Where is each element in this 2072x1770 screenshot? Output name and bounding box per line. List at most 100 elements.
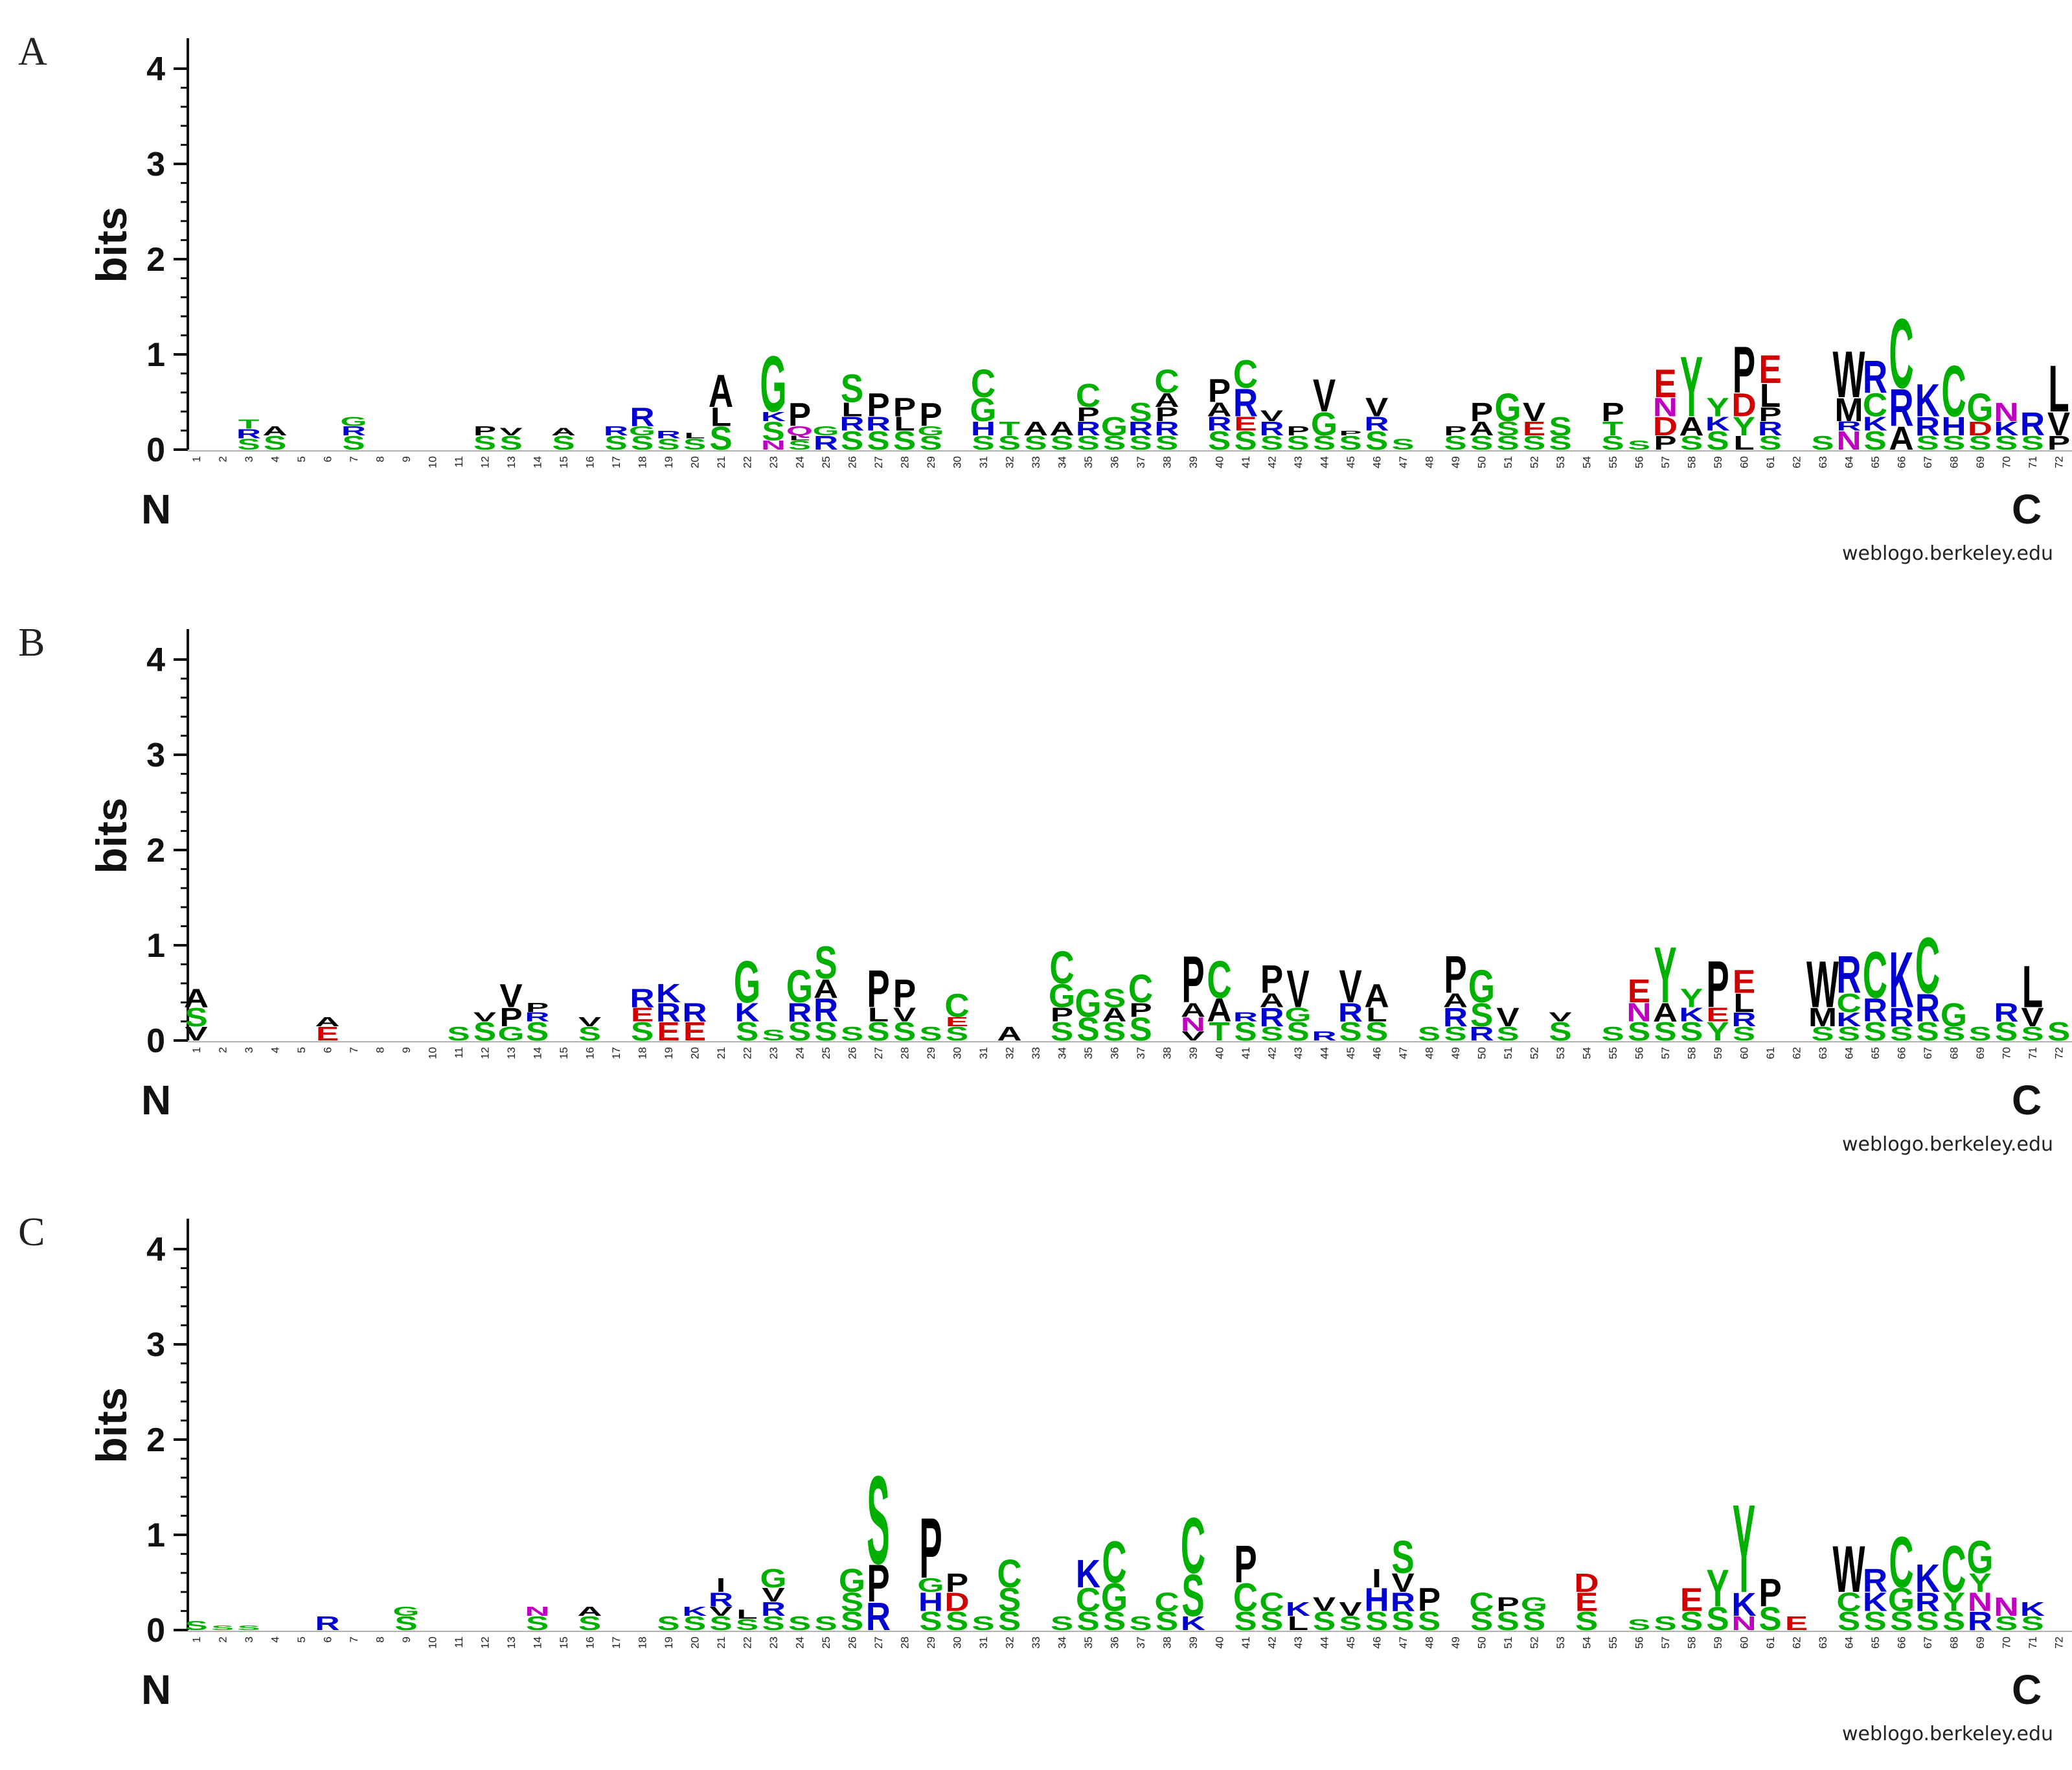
x-tick-label: 39: [1187, 456, 1200, 468]
x-tick-label: 21: [715, 456, 727, 468]
logo-letter: S: [683, 435, 706, 453]
x-tick-label: 37: [1135, 1047, 1147, 1059]
logo-letter: S: [788, 438, 811, 453]
logo-letter: S: [1208, 426, 1231, 456]
logo-letter: S: [1916, 1607, 1939, 1637]
logo-letter: S: [1391, 1532, 1414, 1583]
logo-letter: S: [1706, 426, 1729, 456]
logo-letter: S: [578, 1023, 601, 1045]
logo-letter: P: [1601, 398, 1624, 428]
y-tick-label: 2: [146, 241, 165, 279]
logo-letter: R: [1154, 418, 1179, 440]
x-tick-label: 5: [295, 1637, 308, 1642]
logo-letter: S: [1234, 1017, 1257, 1047]
logo-letter: R: [1994, 998, 2018, 1028]
logo-letter: N: [1994, 1592, 2018, 1622]
logo-letter: P: [867, 387, 889, 424]
logo-letter: H: [971, 418, 996, 440]
x-tick-label: 8: [374, 456, 387, 462]
logo-letter: S: [1051, 1613, 1073, 1635]
logo-letter: K: [682, 1604, 707, 1619]
logo-letter: L: [1733, 989, 1754, 1018]
y-tick-label: 1: [146, 1517, 165, 1554]
logo-letter: E: [631, 1004, 654, 1026]
y-tick-label: 3: [146, 737, 165, 774]
logo-letter: E: [1733, 963, 1755, 1000]
logo-letter: A: [1181, 999, 1205, 1021]
x-tick-label: 24: [794, 1637, 806, 1649]
logo-letter: V: [1260, 407, 1284, 424]
c-terminus-label: C: [2012, 486, 2042, 533]
logo-letter: W: [1833, 1533, 1865, 1607]
logo-letter: L: [684, 431, 705, 441]
logo-letter: C: [944, 987, 969, 1024]
x-tick-label: 1: [190, 456, 203, 462]
x-tick-label: 42: [1266, 1637, 1279, 1649]
logo-letter: R: [1207, 413, 1231, 435]
logo-letter: R: [1469, 1023, 1494, 1045]
x-tick-label: 4: [269, 1637, 282, 1642]
x-tick-label: 10: [427, 1637, 439, 1649]
logo-letter: S: [1444, 1023, 1466, 1045]
logo-letter: S: [1129, 1613, 1152, 1635]
logo-letter: T: [1602, 418, 1623, 440]
x-tick-label: 2: [217, 1047, 229, 1053]
logo-letter: C: [1207, 950, 1231, 1009]
logo-letter: S: [1942, 1023, 1965, 1045]
logo-letter: P: [1286, 424, 1309, 439]
x-tick-label: 21: [715, 1637, 727, 1649]
logo-letter: K: [1076, 1552, 1100, 1596]
logo-letter: S: [1234, 426, 1257, 456]
logo-letter: Q: [786, 424, 813, 439]
y-axis-label: bits: [87, 798, 135, 873]
logo-letter: S: [1365, 1017, 1388, 1047]
logo-letter: R: [1889, 1003, 1913, 1033]
x-tick-label: 48: [1424, 456, 1436, 468]
logo-letter: V: [1523, 398, 1546, 428]
logo-letter: G: [734, 948, 760, 1015]
y-tick-label: 4: [146, 51, 165, 88]
x-tick-label: 10: [427, 1047, 439, 1059]
logo-letter: C: [1941, 1533, 1966, 1607]
x-tick-label: 38: [1161, 1047, 1174, 1059]
x-tick-label: 60: [1738, 456, 1751, 468]
logo-letter: S: [1076, 432, 1099, 454]
x-tick-label: 37: [1135, 1637, 1147, 1649]
x-tick-label: 66: [1896, 456, 1908, 468]
logo-letter: C: [1836, 1587, 1861, 1617]
logo-letter: G: [1966, 1532, 1993, 1583]
logo-letter: S: [841, 1023, 863, 1045]
logo-letter: L: [894, 413, 915, 435]
logo-letter: G: [1075, 982, 1101, 1026]
logo-letter: S: [578, 1613, 601, 1635]
x-tick-label: 15: [558, 456, 570, 468]
logo-letter: T: [1209, 1017, 1229, 1047]
x-tick-label: 20: [689, 1047, 701, 1059]
logo-letter: P: [946, 1569, 968, 1598]
x-tick-label: 14: [532, 1637, 544, 1649]
logo-letter: K: [1286, 1598, 1310, 1620]
x-tick-label: 3: [243, 456, 255, 462]
logo-letter: S: [473, 1017, 496, 1047]
logo-letter: S: [1103, 432, 1126, 454]
logo-letter: C: [1154, 363, 1179, 400]
x-tick-label: 72: [2053, 1047, 2066, 1059]
x-tick-label: 53: [1554, 456, 1567, 468]
x-tick-label: 62: [1791, 456, 1803, 468]
logo-letter: Y: [1733, 1479, 1755, 1620]
logo-letter: R: [1836, 419, 1861, 433]
logo-letter: R: [1233, 1009, 1258, 1024]
logo-letter: S: [1260, 1607, 1283, 1637]
logo-letter: E: [946, 1015, 968, 1029]
x-tick-label: 58: [1686, 1637, 1698, 1649]
logo-letter: V: [1496, 1003, 1520, 1033]
x-tick-label: 65: [1869, 1047, 1882, 1059]
logo-letter: S: [1942, 1607, 1965, 1637]
x-tick-label: 36: [1109, 456, 1121, 468]
logo-letter: S: [1549, 432, 1571, 454]
logo-letter: K: [1836, 1009, 1861, 1031]
logo-letter: S: [1024, 432, 1047, 454]
x-tick-label: 55: [1607, 1047, 1619, 1059]
logo-letter: S: [657, 1613, 679, 1635]
